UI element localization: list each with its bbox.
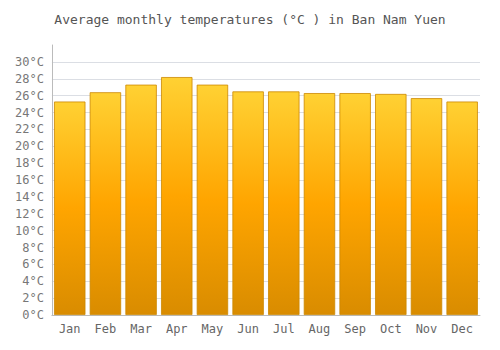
svg-text:28°C: 28°C <box>15 72 44 86</box>
svg-text:4°C: 4°C <box>22 274 44 288</box>
svg-text:8°C: 8°C <box>22 241 44 255</box>
svg-text:Oct: Oct <box>380 322 402 336</box>
svg-text:26°C: 26°C <box>15 89 44 103</box>
svg-text:20°C: 20°C <box>15 139 44 153</box>
svg-text:12°C: 12°C <box>15 207 44 221</box>
svg-text:Jun: Jun <box>237 322 259 336</box>
svg-text:2°C: 2°C <box>22 291 44 305</box>
svg-text:24°C: 24°C <box>15 106 44 120</box>
svg-text:Apr: Apr <box>166 322 188 336</box>
svg-text:18°C: 18°C <box>15 156 44 170</box>
svg-text:Aug: Aug <box>309 322 331 336</box>
svg-text:Nov: Nov <box>416 322 438 336</box>
svg-text:Feb: Feb <box>95 322 117 336</box>
svg-text:Jan: Jan <box>59 322 81 336</box>
svg-text:14°C: 14°C <box>15 190 44 204</box>
svg-text:0°C: 0°C <box>22 308 44 322</box>
svg-text:30°C: 30°C <box>15 55 44 69</box>
svg-text:Jul: Jul <box>273 322 295 336</box>
svg-text:22°C: 22°C <box>15 122 44 136</box>
svg-text:May: May <box>202 322 224 336</box>
svg-text:Mar: Mar <box>130 322 152 336</box>
svg-text:Dec: Dec <box>451 322 473 336</box>
svg-text:6°C: 6°C <box>22 257 44 271</box>
svg-text:10°C: 10°C <box>15 224 44 238</box>
svg-text:Average monthly temperatures (: Average monthly temperatures (°C ) in Ba… <box>54 12 445 27</box>
svg-text:16°C: 16°C <box>15 173 44 187</box>
svg-text:Sep: Sep <box>344 322 366 336</box>
